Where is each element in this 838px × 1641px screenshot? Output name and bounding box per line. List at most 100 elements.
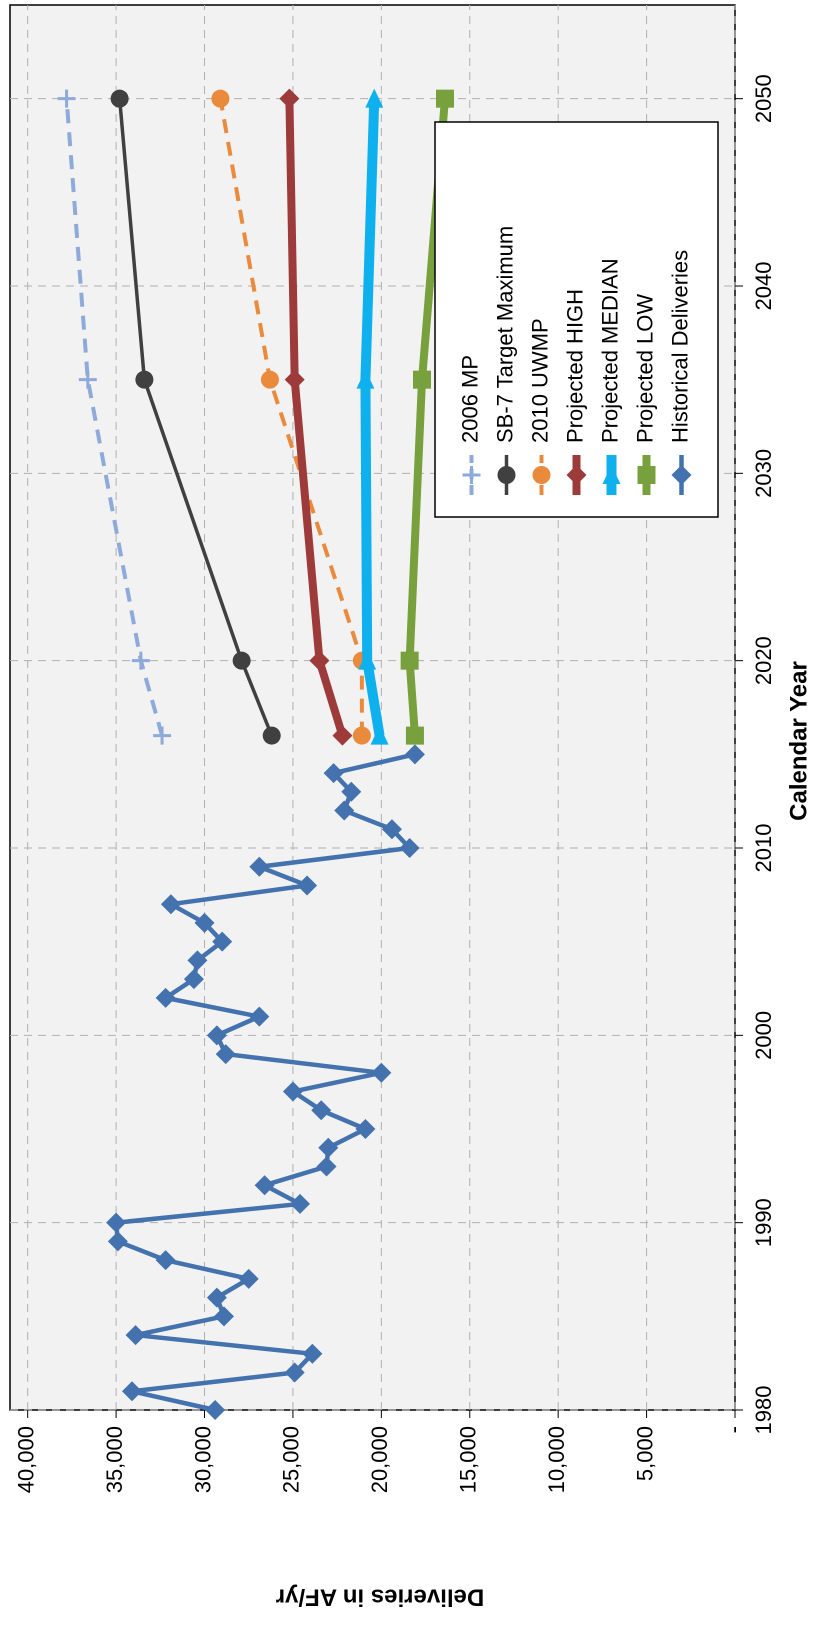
series-line [117, 98, 274, 737]
marker [404, 744, 425, 765]
series-line [285, 98, 347, 737]
marker [400, 651, 419, 670]
rotated-chart: Calendar Year Deliveries in AF/yr - 5,000… [9, 4, 812, 1611]
marker [302, 1343, 323, 1364]
marker [183, 969, 204, 990]
y-tick-label: 10,000 [544, 1426, 569, 1493]
x-tick-label: 2050 [751, 74, 776, 123]
y-tick-label: 30,000 [190, 1426, 215, 1493]
marker [352, 726, 371, 745]
y-tick-label: 5,000 [632, 1426, 657, 1481]
legend-label: Projected MEDIAN [597, 258, 622, 443]
marker [131, 651, 150, 670]
marker [187, 950, 208, 971]
marker [297, 875, 318, 896]
marker [78, 370, 97, 389]
x-tick-label: 1990 [751, 1198, 776, 1247]
marker [106, 1212, 127, 1233]
legend-marker [462, 466, 481, 484]
marker [316, 1156, 337, 1177]
x-axis-title: Calendar Year [785, 661, 812, 821]
marker [232, 651, 251, 670]
marker [262, 726, 281, 745]
marker [155, 1250, 176, 1271]
y-tick-label: 35,000 [102, 1426, 127, 1493]
marker [311, 1100, 332, 1121]
marker [249, 1006, 270, 1027]
marker [125, 1325, 146, 1346]
marker [341, 781, 362, 802]
legend-label: Historical Deliveries [667, 250, 692, 443]
marker [212, 931, 233, 952]
x-tick-label: 2030 [751, 449, 776, 498]
marker [213, 1306, 234, 1327]
series-line [64, 98, 164, 737]
legend-label: 2010 UWMP [527, 318, 552, 443]
marker [356, 369, 375, 389]
marker [405, 726, 424, 745]
y-tick-label: - [721, 1426, 746, 1433]
y-tick-label: 25,000 [279, 1426, 304, 1493]
marker [279, 88, 300, 109]
marker [194, 912, 215, 933]
marker [215, 1044, 236, 1065]
legend-box [434, 121, 719, 518]
marker [135, 370, 154, 389]
legend-marker [532, 466, 551, 484]
marker [122, 1381, 143, 1402]
legend-marker [602, 465, 621, 484]
plot-layer [10, 5, 736, 1411]
marker [205, 1400, 226, 1420]
marker [57, 89, 76, 108]
marker [153, 726, 172, 745]
legend-marker [497, 466, 516, 484]
series-line [360, 98, 385, 737]
y-axis-title: Deliveries in AF/yr [276, 1584, 485, 1611]
marker [284, 1362, 305, 1383]
marker [290, 1193, 310, 1214]
marker [282, 1081, 303, 1102]
marker [370, 725, 389, 745]
x-tick-label: 1980 [751, 1386, 776, 1435]
marker [206, 1025, 227, 1046]
y-tick-label: 40,000 [13, 1426, 38, 1493]
marker [249, 856, 270, 877]
marker [318, 1137, 339, 1158]
marker [284, 369, 305, 390]
legend-marker [671, 465, 692, 485]
legend-label: 2006 MP [457, 355, 482, 443]
legend-label: Projected HIGH [562, 289, 587, 443]
marker [206, 1287, 227, 1308]
x-tick-label: 2040 [751, 262, 776, 311]
marker [260, 370, 279, 389]
marker [107, 1231, 128, 1252]
y-tick-label: 20,000 [367, 1426, 392, 1493]
marker [358, 650, 377, 670]
marker [332, 725, 353, 746]
marker [238, 1268, 259, 1289]
legend: 2006 MP SB-7 Target Maximum 2010 UWMP Proje… [434, 121, 719, 518]
marker [254, 1175, 275, 1196]
series-line [405, 98, 449, 736]
y-tick-label: 15,000 [456, 1426, 481, 1493]
x-tick-label: 2020 [751, 636, 776, 685]
legend-marker [637, 466, 656, 484]
legend-label: Projected LOW [632, 294, 657, 443]
marker [413, 370, 432, 389]
marker [381, 819, 402, 840]
marker [160, 894, 181, 915]
x-tick-label: 2010 [751, 824, 776, 873]
legend-marker [566, 465, 587, 485]
marker [334, 800, 355, 821]
x-tick-label: 2000 [751, 1011, 776, 1060]
marker [355, 1119, 376, 1139]
marker [399, 838, 420, 858]
marker [323, 763, 344, 784]
series-line [218, 98, 364, 736]
marker [365, 88, 384, 108]
marker [110, 89, 129, 108]
marker [309, 650, 330, 671]
marker [211, 89, 230, 108]
marker [436, 89, 454, 108]
